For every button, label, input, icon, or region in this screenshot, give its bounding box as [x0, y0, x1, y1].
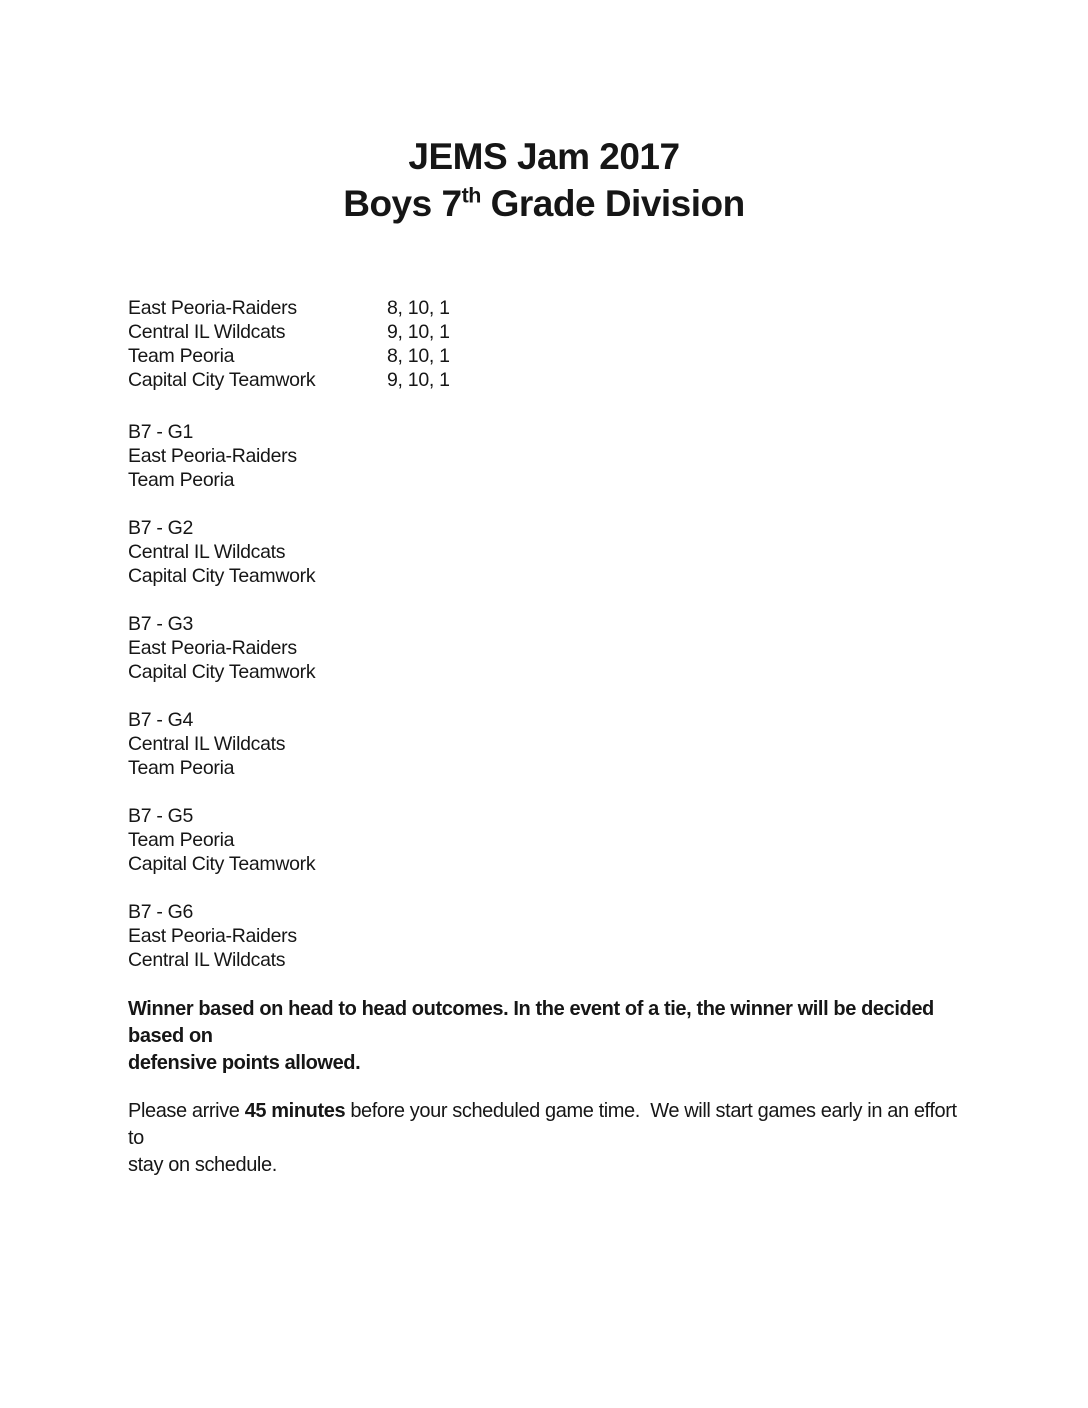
team-times: 9, 10, 1 [387, 321, 450, 343]
game-team-a: Central IL Wildcats [128, 733, 286, 755]
game-team-a: East Peoria-Raiders [128, 445, 297, 467]
team-name: Central IL Wildcats [128, 321, 286, 343]
game-team-b: Capital City Teamwork [128, 853, 316, 875]
game-team-a: Central IL Wildcats [128, 541, 286, 563]
team-times-row: Central IL Wildcats 9, 10, 1 [128, 320, 960, 344]
team-times-list: East Peoria-Raiders 8, 10, 1 Central IL … [128, 296, 960, 392]
game-team-b: Team Peoria [128, 757, 235, 779]
game-label: B7 - G1 [128, 421, 194, 443]
game-team-a: East Peoria-Raiders [128, 925, 297, 947]
title-line-1: JEMS Jam 2017 [408, 136, 680, 177]
game-block: B7 - G4 Central IL Wildcats Team Peoria [128, 708, 960, 780]
team-name: East Peoria-Raiders [128, 297, 297, 319]
game-label: B7 - G3 [128, 613, 194, 635]
game-team-a: Team Peoria [128, 829, 235, 851]
game-team-b: Team Peoria [128, 469, 235, 491]
game-block: B7 - G3 East Peoria-Raiders Capital City… [128, 612, 960, 684]
team-times-row: East Peoria-Raiders 8, 10, 1 [128, 296, 960, 320]
title-superscript: th [461, 183, 482, 208]
game-block: B7 - G1 East Peoria-Raiders Team Peoria [128, 420, 960, 492]
team-times: 9, 10, 1 [387, 369, 450, 391]
team-times: 8, 10, 1 [387, 345, 450, 367]
game-label: B7 - G4 [128, 709, 194, 731]
game-team-b: Capital City Teamwork [128, 661, 316, 683]
game-block: B7 - G2 Central IL Wildcats Capital City… [128, 516, 960, 588]
team-times-row: Team Peoria 8, 10, 1 [128, 344, 960, 368]
title-line-2: Boys 7th Grade Division [343, 183, 745, 224]
game-label: B7 - G5 [128, 805, 194, 827]
team-times-row: Capital City Teamwork 9, 10, 1 [128, 368, 960, 392]
arrival-note: Please arrive 45 minutes before your sch… [128, 1100, 962, 1176]
game-block: B7 - G5 Team Peoria Capital City Teamwor… [128, 804, 960, 876]
tiebreaker-note: Winner based on head to head outcomes. I… [128, 998, 940, 1074]
game-team-a: East Peoria-Raiders [128, 637, 297, 659]
team-times: 8, 10, 1 [387, 297, 450, 319]
arrival-bold-text: 45 minutes [244, 1100, 346, 1122]
document-title: JEMS Jam 2017 Boys 7th Grade Division [128, 133, 960, 227]
team-name: Team Peoria [128, 345, 235, 367]
game-block: B7 - G6 East Peoria-Raiders Central IL W… [128, 900, 960, 972]
game-team-b: Capital City Teamwork [128, 565, 316, 587]
game-team-b: Central IL Wildcats [128, 949, 286, 971]
game-label: B7 - G6 [128, 901, 194, 923]
team-name: Capital City Teamwork [128, 369, 316, 391]
game-label: B7 - G2 [128, 517, 194, 539]
